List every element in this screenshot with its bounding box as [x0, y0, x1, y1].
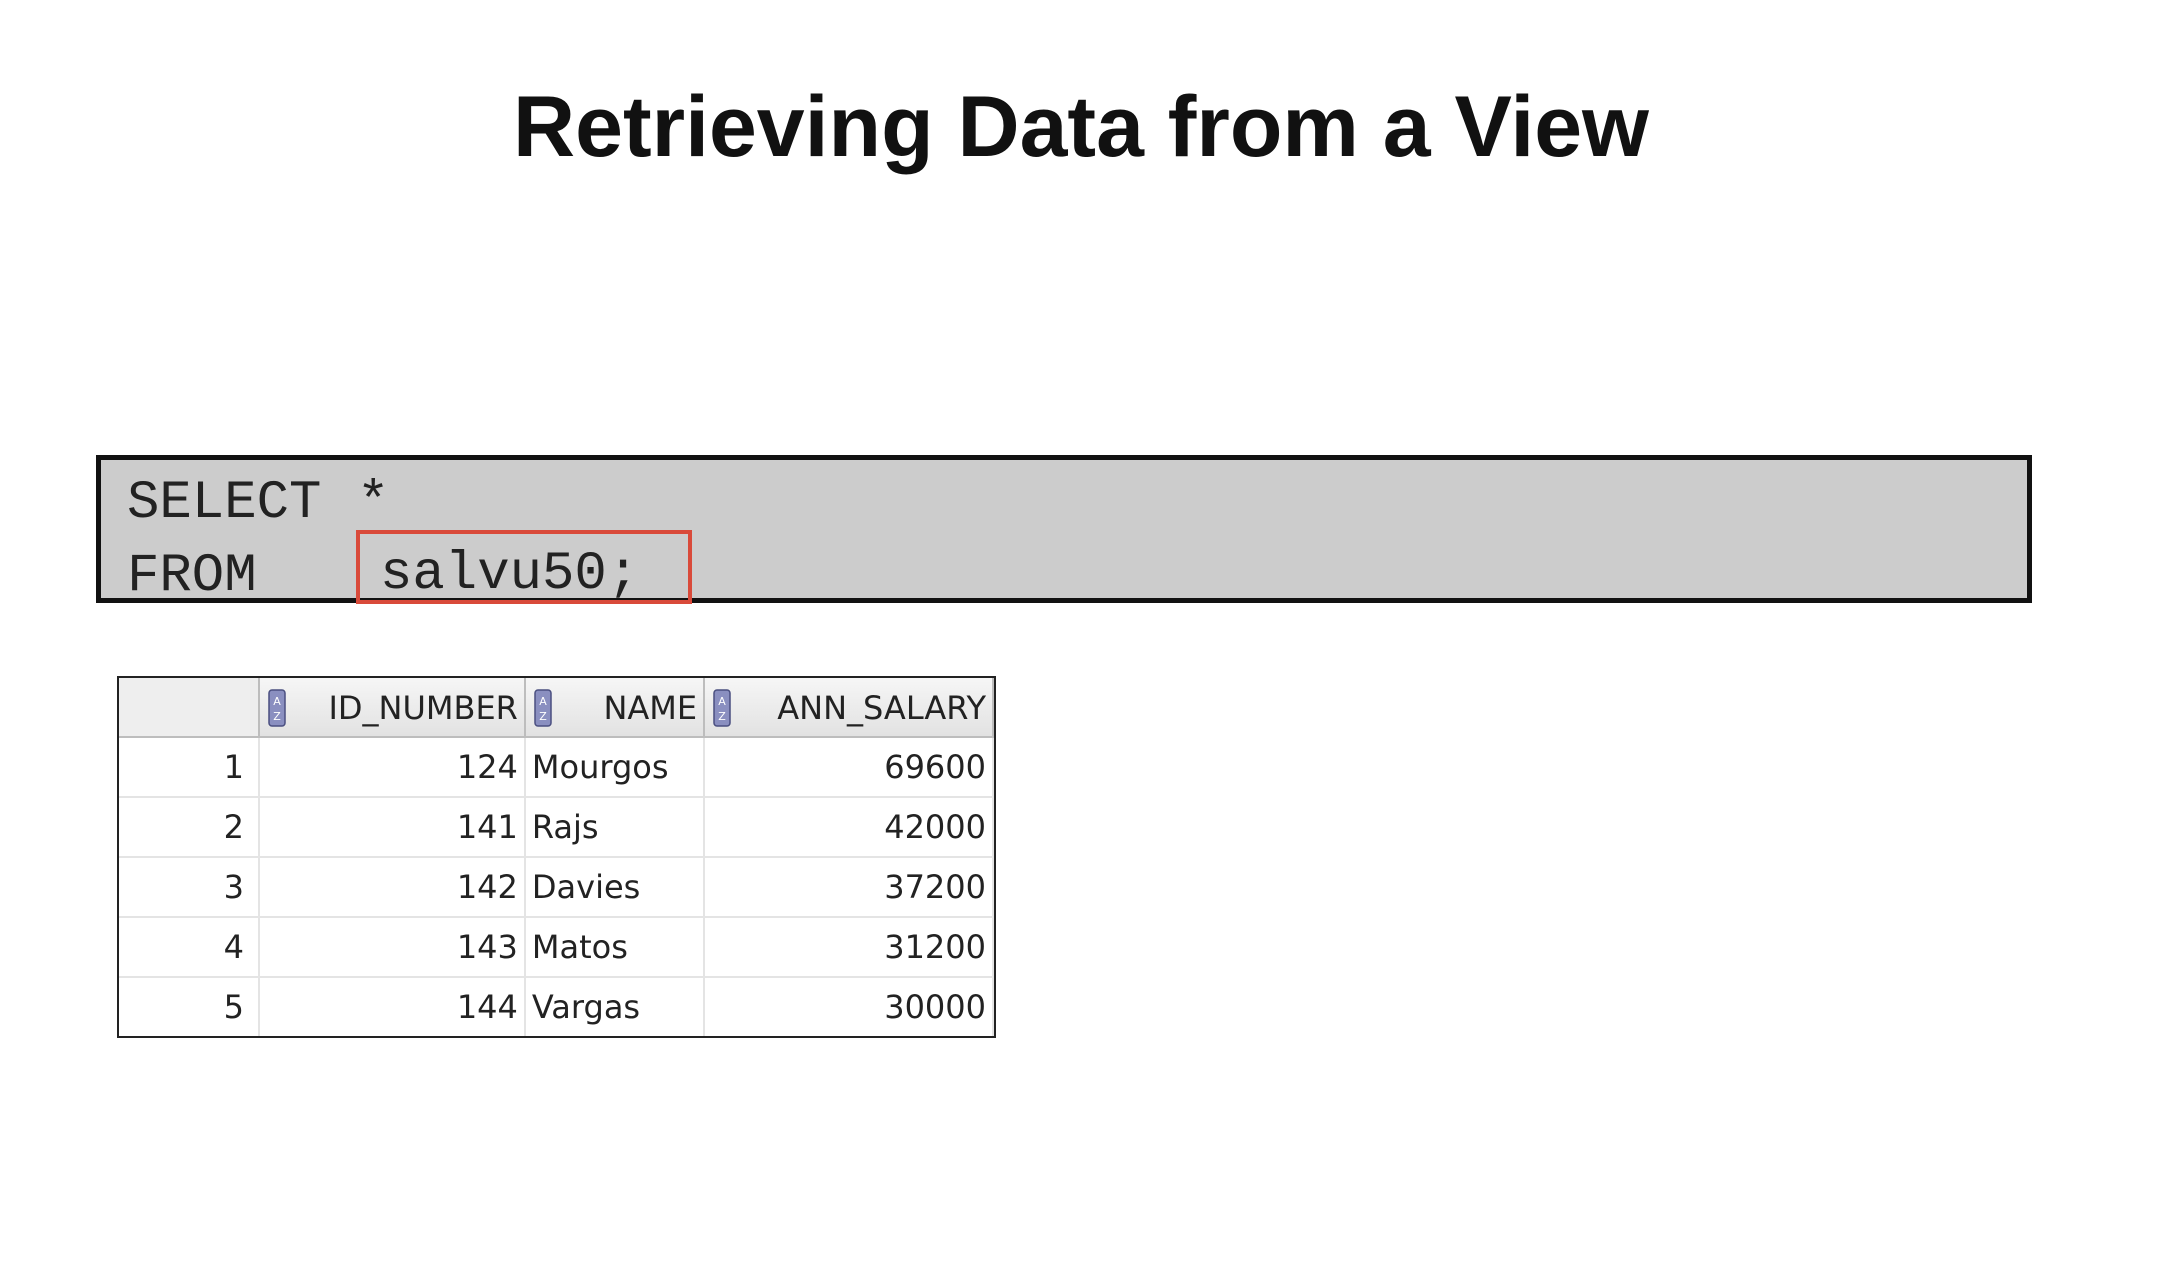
sort-az-icon: A Z [713, 689, 731, 727]
table-row[interactable]: 2 141 Rajs 42000 [119, 797, 994, 858]
slide-title: Retrieving Data from a View [513, 79, 1649, 175]
svg-text:Z: Z [273, 710, 281, 723]
table-row[interactable]: 3 142 Davies 37200 [119, 857, 994, 918]
table-row[interactable]: 1 124 Mourgos 69600 [119, 737, 994, 798]
view-name-highlight: salvu50; [356, 530, 692, 604]
code-line-select: SELECT * [127, 477, 389, 531]
result-table: A Z ID_NUMBER A Z NAME A [119, 678, 994, 1036]
from-keyword: FROM [127, 546, 257, 607]
header-row: A Z ID_NUMBER A Z NAME A [119, 678, 994, 738]
svg-text:A: A [273, 695, 281, 708]
id-number-cell: 143 [259, 917, 526, 978]
table-row[interactable]: 5 144 Vargas 30000 [119, 977, 994, 1036]
id-number-cell: 142 [259, 857, 526, 918]
name-cell: Davies [524, 857, 706, 918]
svg-text:Z: Z [718, 710, 726, 723]
row-number-header [119, 678, 260, 738]
sort-az-icon: A Z [534, 689, 552, 727]
row-number: 1 [119, 737, 260, 798]
ann-salary-cell: 30000 [704, 977, 994, 1036]
svg-text:A: A [718, 695, 726, 708]
id-number-cell: 141 [259, 797, 526, 858]
row-number: 2 [119, 797, 260, 858]
id-number-cell: 124 [259, 737, 526, 798]
sql-code-box: SELECT * FROM salvu50; [96, 455, 2032, 604]
ann-salary-cell: 31200 [704, 917, 994, 978]
name-cell: Rajs [524, 797, 706, 858]
svg-text:Z: Z [539, 710, 547, 723]
column-label-id-number: ID_NUMBER [328, 689, 518, 727]
select-keyword: SELECT [127, 473, 322, 534]
id-number-cell: 144 [259, 977, 526, 1036]
ann-salary-cell: 42000 [704, 797, 994, 858]
table-row[interactable]: 4 143 Matos 31200 [119, 917, 994, 978]
column-header-id-number[interactable]: A Z ID_NUMBER [259, 678, 526, 738]
column-header-name[interactable]: A Z NAME [524, 678, 706, 738]
column-label-name: NAME [603, 689, 698, 727]
row-number: 5 [119, 977, 260, 1036]
name-cell: Vargas [524, 977, 706, 1036]
view-name: salvu50; [380, 544, 640, 605]
row-number: 3 [119, 857, 260, 918]
column-header-ann-salary[interactable]: A Z ANN_SALARY [704, 678, 994, 738]
ann-salary-cell: 69600 [704, 737, 994, 798]
sort-az-icon: A Z [268, 689, 286, 727]
row-number: 4 [119, 917, 260, 978]
name-cell: Matos [524, 917, 706, 978]
ann-salary-cell: 37200 [704, 857, 994, 918]
name-cell: Mourgos [524, 737, 706, 798]
code-line-from: FROM [127, 550, 357, 604]
select-star: * [357, 473, 390, 534]
query-result-grid: A Z ID_NUMBER A Z NAME A [117, 676, 996, 1038]
column-label-ann-salary: ANN_SALARY [777, 689, 986, 727]
svg-text:A: A [539, 695, 547, 708]
